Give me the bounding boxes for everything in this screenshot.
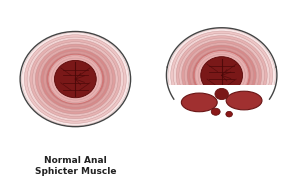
Ellipse shape [179, 38, 265, 113]
Ellipse shape [182, 93, 217, 112]
Ellipse shape [198, 54, 245, 96]
Ellipse shape [41, 49, 110, 109]
Ellipse shape [54, 60, 96, 98]
Ellipse shape [49, 55, 102, 103]
Ellipse shape [24, 35, 126, 123]
Ellipse shape [30, 39, 121, 119]
Ellipse shape [193, 50, 251, 101]
Ellipse shape [173, 33, 270, 117]
Ellipse shape [52, 58, 99, 100]
Bar [157, 85, 286, 187]
Ellipse shape [35, 44, 116, 114]
Ellipse shape [171, 31, 273, 120]
Ellipse shape [46, 53, 104, 105]
Ellipse shape [226, 111, 232, 117]
Ellipse shape [215, 88, 228, 100]
Text: Severed Anal
Sphicter Muscle: Severed Anal Sphicter Muscle [181, 161, 262, 180]
Ellipse shape [182, 40, 262, 110]
Ellipse shape [32, 42, 118, 116]
Ellipse shape [195, 52, 248, 99]
Ellipse shape [22, 32, 129, 126]
Ellipse shape [168, 29, 275, 122]
Ellipse shape [27, 37, 124, 121]
Ellipse shape [184, 43, 259, 108]
Ellipse shape [211, 108, 220, 115]
Ellipse shape [226, 91, 262, 110]
Ellipse shape [190, 47, 254, 103]
Ellipse shape [201, 57, 243, 94]
Ellipse shape [38, 46, 113, 112]
Ellipse shape [44, 51, 107, 107]
Ellipse shape [195, 51, 248, 100]
Text: Normal Anal
Sphicter Muscle: Normal Anal Sphicter Muscle [34, 156, 116, 176]
Ellipse shape [49, 56, 102, 102]
Ellipse shape [176, 36, 267, 115]
Ellipse shape [187, 45, 256, 106]
